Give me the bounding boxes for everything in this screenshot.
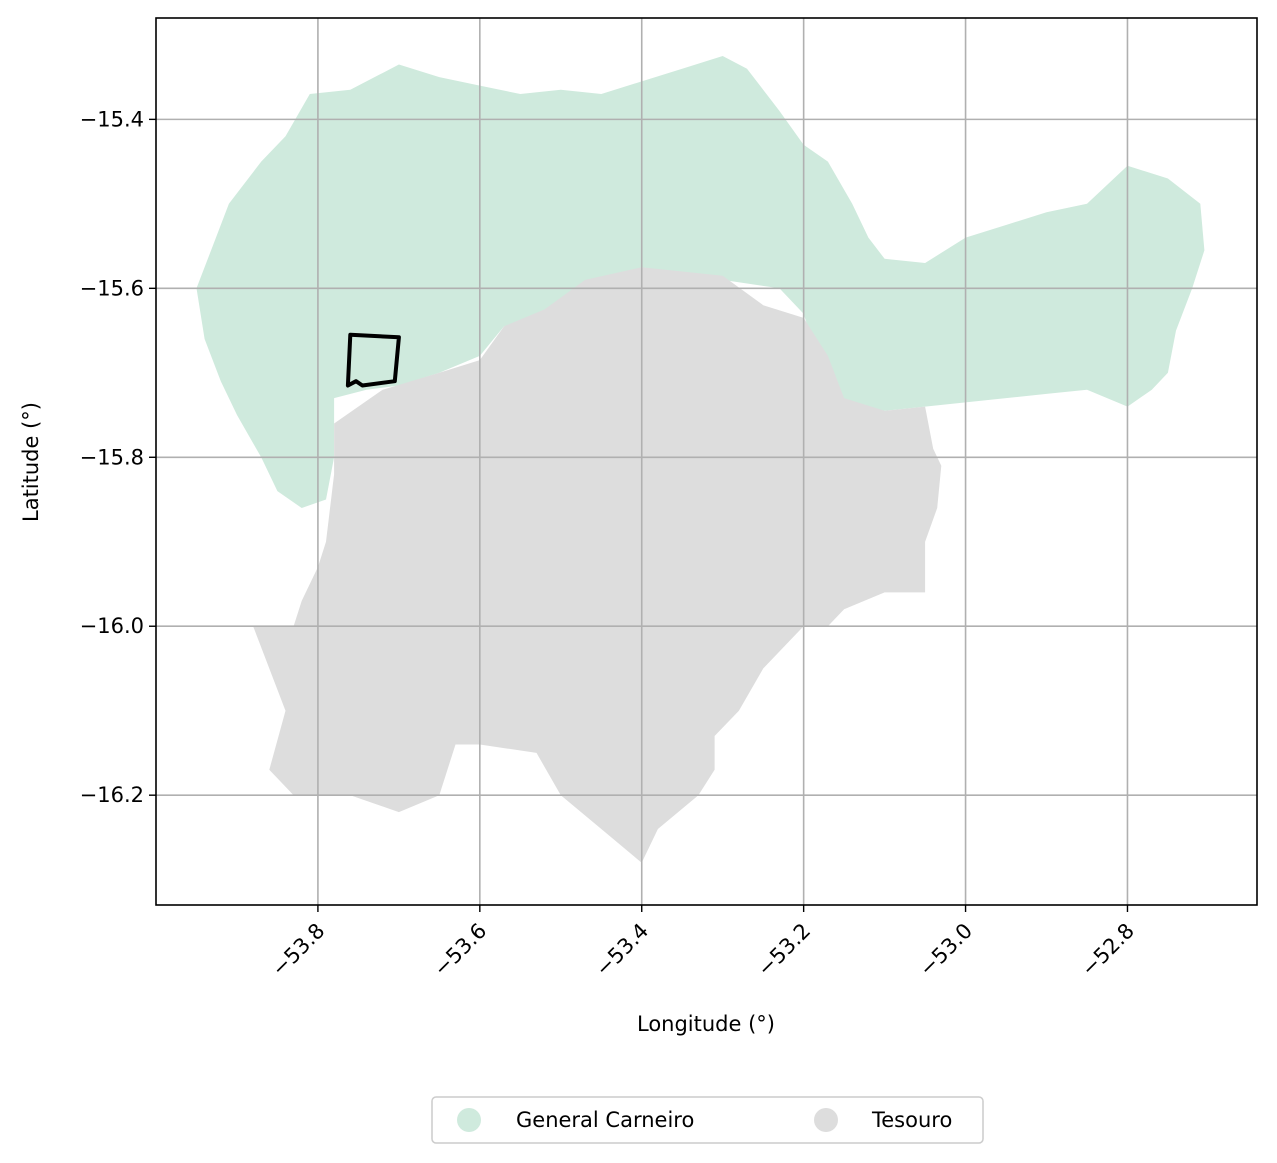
study-area-layer — [345, 332, 401, 388]
x-tick-label: −53.8 — [267, 919, 329, 981]
x-tick-label: −53.2 — [753, 919, 815, 981]
y-tick-label: −15.4 — [80, 107, 144, 131]
y-tick-label: −15.6 — [80, 276, 144, 300]
legend-frame — [431, 1096, 984, 1144]
x-tick-label: −52.8 — [1077, 919, 1139, 981]
region-general-carneiro — [196, 56, 1205, 508]
y-axis-title: Latitude (°) — [19, 402, 43, 522]
region-tesouro — [253, 267, 942, 863]
plot-frame — [155, 17, 1258, 906]
x-tick-label: −53.4 — [591, 919, 653, 981]
y-tick-label: −15.8 — [80, 445, 144, 469]
gridlines — [156, 18, 1257, 905]
legend-marker-general-carneiro — [457, 1108, 481, 1132]
y-axis-ticks: −15.4 −15.6 −15.8 −16.0 −16.2 — [80, 107, 156, 807]
legend-label-tesouro: Tesouro — [871, 1108, 952, 1132]
legend-marker-tesouro — [814, 1108, 838, 1132]
x-axis-ticks: −53.8 −53.6 −53.4 −53.2 −53.0 −52.8 — [267, 905, 1139, 981]
x-axis-title: Longitude (°) — [637, 1012, 775, 1036]
x-tick-label: −53.0 — [915, 919, 977, 981]
legend: General Carneiro Tesouro — [431, 1096, 984, 1144]
x-tick-label: −53.6 — [429, 919, 491, 981]
y-tick-label: −16.0 — [80, 614, 144, 638]
regions-layer — [196, 56, 1205, 863]
y-tick-label: −16.2 — [80, 783, 144, 807]
plot-area — [155, 17, 1258, 906]
study-area-outline — [345, 332, 401, 388]
legend-label-general-carneiro: General Carneiro — [516, 1108, 694, 1132]
